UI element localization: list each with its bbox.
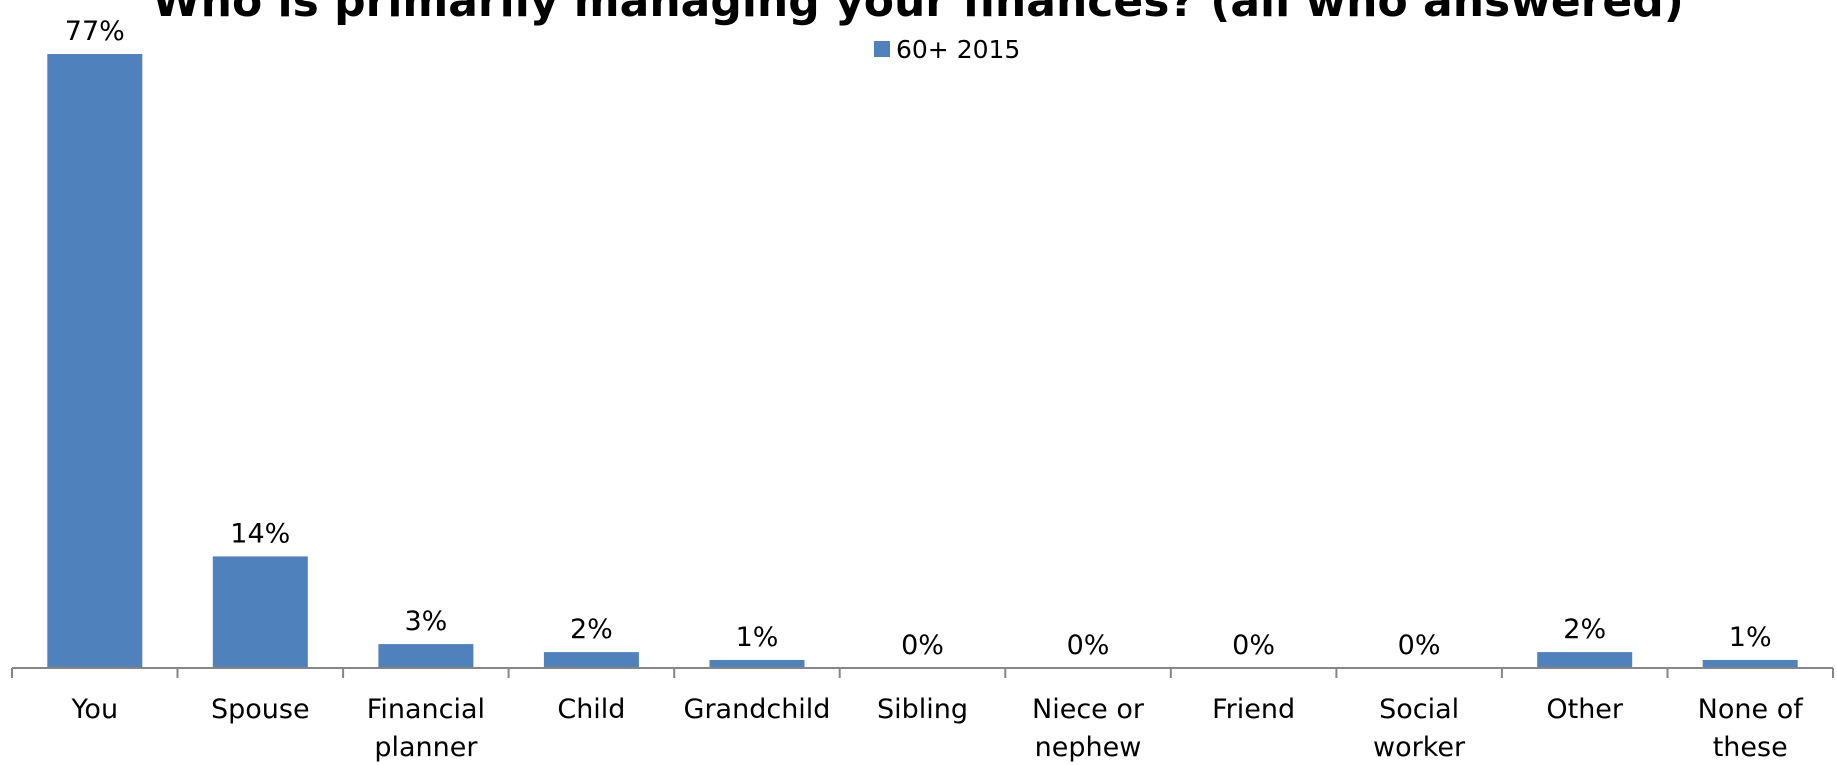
x-tick-label-other: Other (1546, 694, 1624, 725)
x-tick-label-financial-planner: Financial planner (367, 694, 485, 763)
bar-financial-planner (378, 644, 474, 668)
x-tick-label-grandchild: Grandchild (684, 694, 831, 725)
x-tick-label-social-worker: Social worker (1373, 694, 1466, 763)
data-label-sibling: 0% (901, 630, 944, 661)
legend-label-60-plus-2015: 60+ 2015 (896, 35, 1020, 64)
bar-grandchild (709, 660, 805, 668)
data-label-grandchild: 1% (736, 622, 779, 653)
data-label-niece-or-nephew: 0% (1067, 630, 1110, 661)
data-label-friend: 0% (1232, 630, 1275, 661)
data-label-none-of-these: 1% (1729, 622, 1772, 653)
x-tick-labels-group: You Spouse Financial planner Child Grandchild… (71, 694, 1805, 763)
data-label-child: 2% (570, 614, 613, 645)
data-label-spouse: 14% (230, 518, 290, 549)
bar-you (47, 54, 143, 668)
legend: 60+ 2015 (874, 35, 1020, 64)
x-tick-label-child: Child (557, 694, 625, 725)
bars-group (47, 54, 1798, 668)
x-tick-label-spouse: Spouse (211, 694, 310, 725)
x-tick-label-friend: Friend (1212, 694, 1295, 725)
bar-spouse (212, 556, 308, 668)
legend-swatch-60-plus-2015 (874, 41, 890, 57)
x-tick-label-sibling: Sibling (877, 694, 968, 725)
chart-title: Who is primarily managing your finances?… (152, 0, 1684, 27)
bar-none-of-these (1702, 660, 1798, 668)
data-label-social-worker: 0% (1398, 630, 1441, 661)
x-axis (11, 667, 1834, 678)
x-tick-label-you: You (71, 694, 119, 725)
data-labels-group: 77% 14% 3% 2% 1% 0% 0% 0% 0% 2% 1% (65, 16, 1772, 661)
bar-other (1537, 652, 1633, 668)
data-label-you: 77% (65, 16, 125, 47)
bar-child (543, 652, 639, 668)
data-label-other: 2% (1563, 614, 1606, 645)
x-tick-label-niece-or-nephew: Niece or nephew (1032, 694, 1145, 763)
x-tick-label-none-of-these: None of these (1698, 694, 1805, 763)
data-label-financial-planner: 3% (404, 606, 447, 637)
